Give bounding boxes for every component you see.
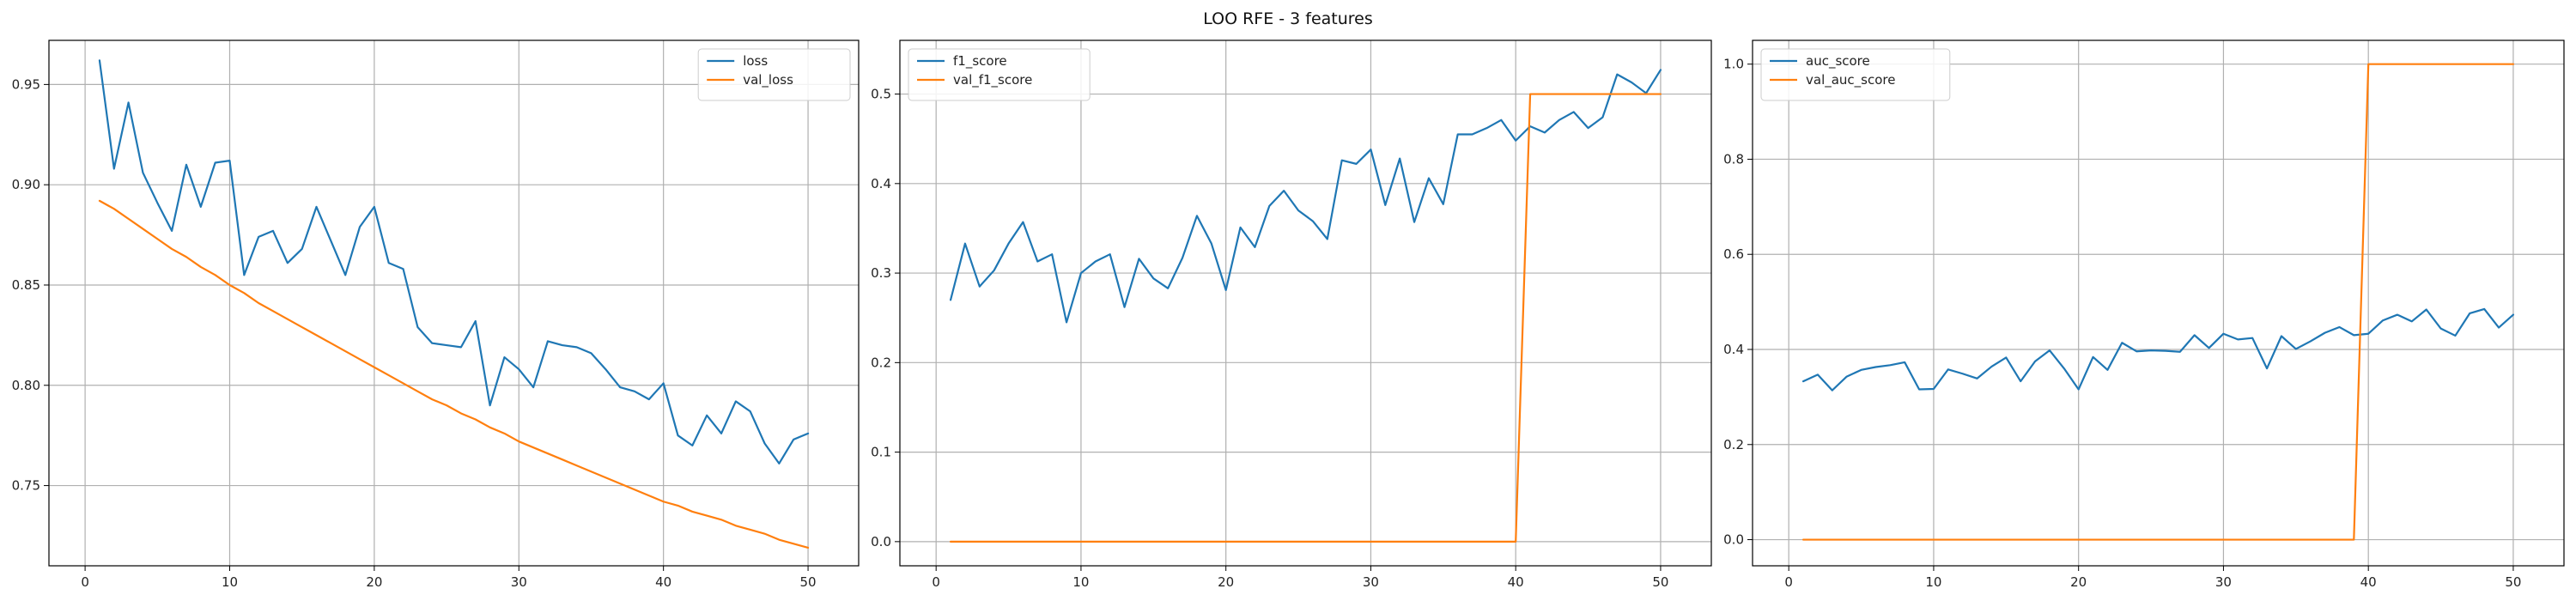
y-tick-label: 1.0 — [1723, 57, 1744, 72]
legend-label: val_f1_score — [953, 72, 1032, 88]
y-tick-label: 0.6 — [1723, 246, 1744, 262]
y-tick-label: 0.8 — [1723, 151, 1744, 167]
y-tick-label: 0.4 — [1723, 342, 1744, 357]
axes-frame — [1752, 39, 2565, 567]
y-tick-label: 0.2 — [1723, 437, 1744, 452]
series-line-loss — [98, 59, 810, 464]
x-tick-label: 50 — [800, 574, 817, 590]
x-tick-label: 20 — [2070, 574, 2087, 590]
x-tick-label: 50 — [2505, 574, 2521, 590]
subplot-1: 0 10 20 30 40 50 0.75 0.80 0.85 0.90 0.95 loss val_l… — [12, 39, 860, 590]
series-line-f1-score — [949, 69, 1662, 324]
legend: auc_score val_auc_score — [1760, 48, 1951, 101]
legend: loss val_loss — [697, 48, 851, 101]
subplot-2: 0 10 20 30 40 50 0.0 0.1 0.2 0.3 0.4 0.5 f1_scoreval… — [871, 39, 1712, 590]
y-tick-label: 0.3 — [871, 265, 891, 281]
y-tick-label: 0.80 — [12, 378, 40, 393]
x-tick-label: 40 — [1508, 574, 1524, 590]
plot-area — [900, 40, 1711, 566]
series-line-val-f1-score — [949, 93, 1662, 543]
y-tick-label: 0.1 — [871, 445, 891, 460]
figure-title: LOO RFE - 3 features — [1203, 9, 1373, 28]
y-tick-label: 0.4 — [871, 176, 891, 191]
y-tick-label: 0.95 — [12, 76, 40, 92]
x-tick-label: 20 — [366, 574, 382, 590]
x-tick-label: 30 — [2215, 574, 2232, 590]
x-tick-label: 10 — [1925, 574, 1941, 590]
y-tick-label: 0.0 — [1723, 532, 1744, 548]
x-tick-label: 40 — [655, 574, 671, 590]
legend-label: loss — [743, 53, 768, 69]
legend-box — [697, 48, 851, 101]
x-tick-label: 40 — [2360, 574, 2377, 590]
x-tick-label: 30 — [1363, 574, 1379, 590]
series-line-val-auc-score — [1801, 63, 2515, 541]
legend: f1_score val_f1_score — [908, 48, 1091, 101]
x-tick-label: 10 — [1072, 574, 1089, 590]
axes-frame — [48, 39, 860, 567]
y-tick-label: 0.85 — [12, 277, 40, 293]
y-tick-label: 0.75 — [12, 478, 40, 494]
y-tick-label: 0.0 — [871, 534, 891, 549]
legend-label: val_auc_score — [1806, 72, 1896, 88]
x-tick-label: 0 — [81, 574, 89, 590]
y-tick-label: 0.90 — [12, 177, 40, 192]
x-tick-label: 50 — [1652, 574, 1668, 590]
x-tick-label: 30 — [511, 574, 527, 590]
subplot-3: 0 10 20 30 40 50 0.0 0.2 0.4 0.6 0.8 1.0 auc_scoreva… — [1723, 39, 2565, 590]
y-tick-label: 0.2 — [871, 355, 891, 370]
x-tick-label: 0 — [932, 574, 940, 590]
subplots: 0 10 20 30 40 500.750.800.850.900.95lossval_l… — [12, 39, 2565, 590]
legend-box — [908, 48, 1091, 101]
x-tick-label: 20 — [1218, 574, 1234, 590]
x-tick-label: 10 — [222, 574, 238, 590]
legend-label: f1_score — [953, 53, 1007, 70]
series-line-auc-score — [1801, 307, 2515, 392]
legend-label: auc_score — [1806, 53, 1870, 70]
plot-area — [1753, 40, 2564, 566]
y-tick-label: 0.5 — [871, 87, 891, 102]
plot-area — [49, 40, 859, 566]
legend-label: val_loss — [743, 72, 793, 88]
series-line-val-loss — [98, 199, 810, 549]
x-tick-label: 0 — [1784, 574, 1793, 590]
axes-frame — [899, 39, 1712, 567]
legend-box — [1760, 48, 1951, 101]
